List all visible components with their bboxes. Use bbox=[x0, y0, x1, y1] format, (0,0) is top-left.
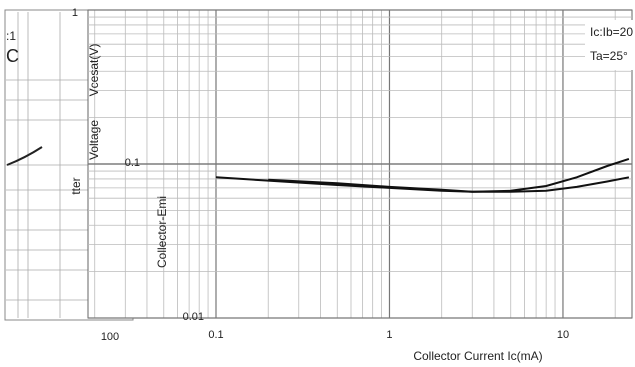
y-tick-label: 0.01 bbox=[183, 311, 204, 323]
left-fragment-x-tick: 100 bbox=[101, 331, 119, 343]
y-tick-label: 1 bbox=[72, 7, 78, 19]
annotation-temperature: Ta=25° bbox=[590, 49, 628, 63]
y-tick-labels: 1 0.1 0.01 bbox=[72, 7, 204, 323]
x-axis-title: Collector Current Ic(mA) bbox=[413, 349, 542, 363]
y-axis-title-line-3: Voltage bbox=[87, 120, 101, 160]
y-axis-title: Collector-Emi tter Voltage Vcesat(V) bbox=[69, 44, 169, 268]
x-tick-label: 10 bbox=[557, 329, 569, 341]
left-fragment-text-2: C bbox=[6, 46, 19, 66]
left-fragment-curve bbox=[6, 146, 43, 166]
left-fragment-text-1: :1 bbox=[6, 29, 16, 43]
series-layer bbox=[215, 157, 630, 193]
x-tick-label: 1 bbox=[386, 329, 392, 341]
main-plot: 0.1 1 10 1 0.1 0.01 Collector Current Ic(mA)… bbox=[69, 7, 635, 363]
y-axis-title-line-4: Vcesat(V) bbox=[87, 44, 101, 97]
annotation-ratio: Ic:Ib=20 bbox=[590, 25, 633, 39]
y-axis-title-line-1: Collector-Emi bbox=[155, 196, 169, 268]
grid-lines bbox=[88, 9, 632, 319]
y-tick-label: 0.1 bbox=[125, 157, 140, 169]
series-line-2 bbox=[268, 176, 630, 193]
annotation-box bbox=[585, 20, 635, 70]
y-axis-title-line-2: tter bbox=[69, 177, 83, 194]
x-tick-labels: 0.1 1 10 bbox=[208, 329, 569, 341]
x-tick-label: 0.1 bbox=[208, 329, 223, 341]
